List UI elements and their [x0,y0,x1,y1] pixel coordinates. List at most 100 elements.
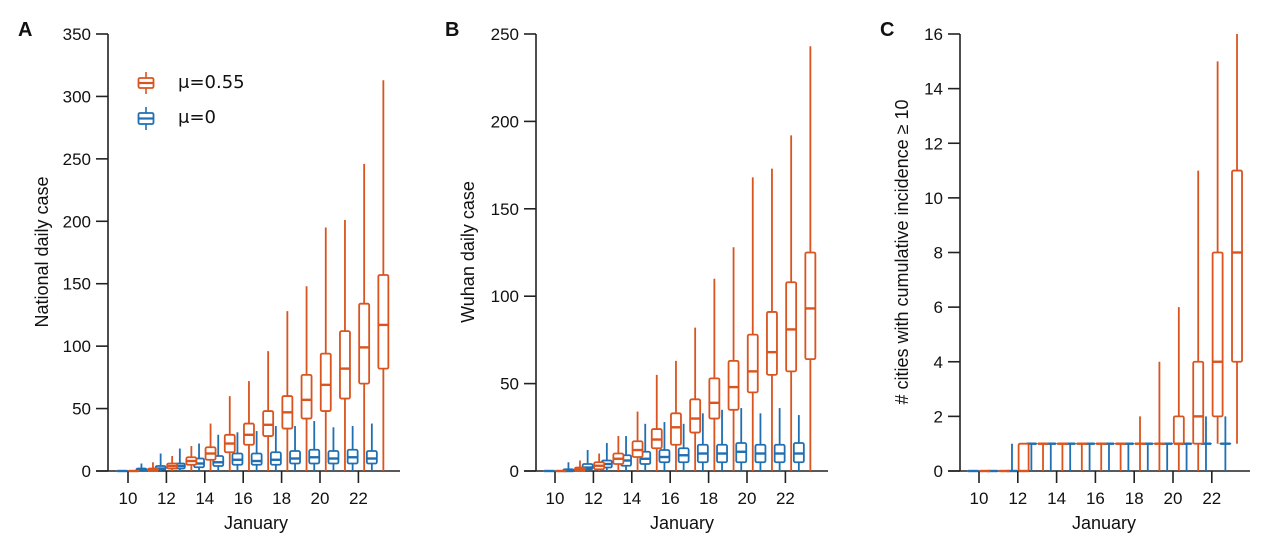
panel-b-y-tick-label: 150 [491,200,519,219]
box-iqr [358,302,371,385]
box-orange-jan-19 [1153,361,1166,471]
box-orange-jan-17 [1114,442,1127,471]
box-blue-jan-17 [250,431,263,471]
box-orange-jan-20 [319,227,332,471]
panel-a-x-label: January [224,513,288,533]
box-blue-jan-22 [346,426,359,471]
box-blue-jan-22 [773,408,786,471]
box-orange-jan-20 [1172,307,1185,471]
box-iqr [670,412,682,446]
panel-c-y-tick-label: 10 [924,189,943,208]
legend-item-orange: μ=0.55 [137,72,245,94]
box-iqr [377,274,390,370]
box-orange-jan-14 [204,423,217,471]
panel-c-y-tick-label: 6 [934,298,943,317]
box-blue-jan-12 [1006,443,1018,473]
panel-a-x-tick-label: 22 [349,489,368,508]
panel-b-x-tick-label: 12 [584,489,603,508]
box-iqr [289,450,301,465]
panel-a-axes: 0 50 100 150 200 250 300 350 10 12 14 16 18 20 22 [63,25,400,508]
panel-b-x-tick-label: 10 [546,489,565,508]
panel-a-series-orange [127,80,390,473]
box-orange-jan-23 [804,46,817,471]
box-blue-jan-14 [1044,442,1057,471]
box-blue-jan-17 [677,423,690,471]
box-orange-jan-20 [746,177,759,471]
box-orange-jan-22 [1211,61,1224,444]
box-orange-jan-21 [766,168,778,471]
box-blue-jan-18 [269,426,282,471]
box-orange-jan-22 [358,163,371,471]
panel-a-x-tick-label: 10 [119,489,138,508]
panel-c-x-tick-label: 14 [1047,489,1066,508]
box-iqr [365,450,378,465]
box-iqr [766,311,778,376]
box-iqr [746,333,759,394]
panel-c-x-label: January [1072,513,1136,533]
panel-c-series-orange [978,34,1243,473]
panel-a-y-tick-label: 50 [72,400,91,419]
box-blue-jan-20 [308,421,321,471]
box-iqr [1231,169,1243,363]
panel-c: C 0 2 4 6 8 10 12 14 16 10 12 14 16 18 20 22 January # … [880,19,1250,533]
box-orange-jan-14 [1056,442,1069,471]
panel-a-y-tick-label: 150 [63,275,91,294]
panel-a: A 0 50 100 150 200 250 300 350 10 12 14 16 18 20 22 Ja… [18,19,400,533]
box-iqr [689,398,702,434]
panel-a-series-blue [116,421,378,473]
legend: μ=0.55 μ=0 [137,72,245,130]
box-iqr [708,377,721,420]
box-orange-jan-23 [1231,34,1243,444]
panel-c-y-tick-label: 0 [934,462,943,481]
box-orange-jan-21 [339,220,351,471]
box-orange-jan-11 [147,462,159,472]
box-orange-jan-19 [300,286,313,471]
box-blue-jan-21 [1180,442,1193,471]
panel-b-y-tick-label: 0 [510,462,519,481]
box-iqr [262,410,275,437]
panel-a-x-tick-label: 14 [195,489,214,508]
box-orange-jan-12 [166,456,179,471]
legend-label-orange: μ=0.55 [178,72,245,93]
panel-b-x-tick-label: 18 [699,489,718,508]
panel-b-y-label: Wuhan daily case [458,181,478,323]
box-orange-jan-18 [1134,416,1146,471]
panel-c-axes: 0 2 4 6 8 10 12 14 16 10 12 14 16 18 20 22 [924,25,1250,508]
panel-a-y-label: National daily case [32,176,52,327]
box-blue-jan-21 [327,427,340,471]
box-orange-jan-16 [1095,442,1108,471]
panel-c-y-tick-label: 16 [924,25,943,44]
panel-letter-c: C [880,19,894,41]
panel-b-x-tick-label: 20 [738,489,757,508]
panel-a-y-tick-label: 0 [82,462,91,481]
panel-c-boxes [967,34,1243,473]
panel-c-x-tick-label: 18 [1125,489,1144,508]
panel-c-y-label: # cities with cumulative incidence ≥ 10 [892,99,912,404]
box-iqr [804,251,817,361]
box-blue-jan-19 [716,409,728,471]
box-blue-jan-11 [562,462,575,473]
box-orange-jan-14 [631,411,644,471]
panel-b-boxes [543,46,817,473]
box-iqr [269,451,282,466]
box-orange-jan-18 [708,278,721,471]
panel-c-x-tick-label: 12 [1008,489,1027,508]
box-orange-jan-19 [727,247,740,471]
box-blue-jan-18 [696,413,709,471]
box-orange-jan-23 [377,80,390,471]
box-blue-jan-16 [658,422,671,471]
panel-b-x-tick-label: 16 [661,489,680,508]
box-blue-jan-20 [735,408,748,471]
box-blue-jan-23 [365,423,378,471]
box-orange-jan-11 [574,460,586,472]
box-blue-jan-15 [1064,442,1077,471]
box-orange-jan-12 [1017,442,1030,473]
box-iqr [1192,360,1205,445]
box-blue-jan-19 [1141,442,1154,471]
panel-c-x-tick-label: 20 [1164,489,1183,508]
panel-b-x-tick-label: 22 [776,489,795,508]
box-iqr [1211,251,1224,418]
panel-c-y-tick-label: 2 [934,407,943,426]
